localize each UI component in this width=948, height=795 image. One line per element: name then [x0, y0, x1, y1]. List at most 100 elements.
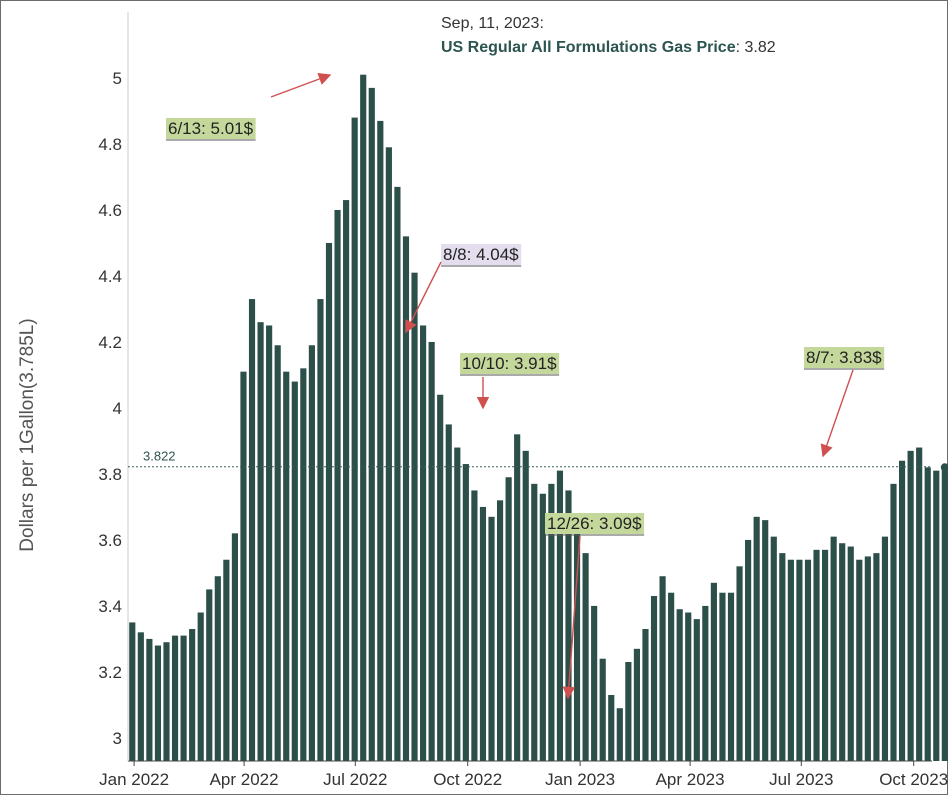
bar	[171, 635, 179, 761]
y-axis-label: Dollars per 1Gallon(3.785L)	[17, 318, 38, 551]
reference-line-group: 3.822	[128, 449, 932, 468]
annotation-arrow	[405, 261, 442, 334]
annotation: 12/26: 3.09$	[545, 513, 645, 700]
bar	[890, 483, 897, 761]
bar	[924, 467, 931, 761]
y-tick-label: 3.2	[98, 663, 122, 682]
annotation-background	[804, 347, 885, 368]
bar	[864, 556, 871, 761]
y-tick-label: 5	[113, 69, 122, 88]
bar	[719, 592, 726, 761]
bar	[941, 467, 948, 761]
bar	[248, 299, 256, 761]
annotation: 8/8: 4.04$	[405, 244, 522, 334]
bar	[804, 559, 812, 761]
x-ticks: Jan 2022 Apr 2022 Jul 2022 Oct 2022 Jan 2023…	[99, 761, 948, 789]
y-tick-label: 4	[113, 399, 122, 418]
annotation-label: 6/13: 5.01$	[168, 119, 254, 138]
bar	[702, 605, 709, 761]
bar	[779, 553, 786, 761]
bar	[437, 394, 444, 761]
bar	[573, 516, 581, 761]
annotations-layer: 6/13: 5.01$ 8/8: 4.04$ 10/10: 3.91$ 12/26: …	[166, 73, 885, 700]
bar	[428, 341, 435, 761]
bar	[822, 549, 829, 761]
bar	[402, 236, 410, 761]
bar	[334, 209, 341, 762]
bar	[907, 450, 914, 761]
bar	[343, 200, 350, 761]
y-ticks: 3 3.2 3.4 3.6 3.8 4 4.2 4.4 4.6 4.8 5	[98, 69, 122, 748]
bar	[642, 629, 649, 761]
bar	[189, 629, 196, 761]
bar	[274, 345, 281, 761]
bar	[933, 470, 940, 761]
bar	[257, 322, 264, 761]
bar	[522, 450, 529, 761]
bar	[505, 477, 512, 761]
bar	[368, 87, 375, 761]
bar	[881, 536, 889, 761]
bar	[787, 559, 794, 761]
bar	[813, 549, 820, 761]
bar	[676, 609, 683, 761]
bar	[916, 447, 923, 761]
bar	[736, 566, 743, 761]
bar	[325, 242, 333, 762]
bar	[300, 368, 307, 761]
x-tick-label: Jul 2023	[769, 770, 833, 789]
bar	[197, 612, 204, 761]
bar	[625, 662, 632, 761]
bars-layer	[129, 74, 948, 762]
y-tick-label: 3.4	[98, 597, 122, 616]
y-tick-label: 4.8	[98, 135, 122, 154]
x-tick-label: Oct 2022	[433, 770, 502, 789]
bar	[154, 645, 162, 761]
annotation-label: 8/8: 4.04$	[443, 245, 519, 264]
bar	[445, 424, 452, 761]
bar	[856, 559, 863, 761]
bar	[496, 500, 504, 761]
hover-point-marker	[940, 463, 948, 472]
y-tick-label: 3	[113, 729, 122, 748]
bar	[633, 648, 640, 761]
bar	[240, 371, 247, 761]
x-tick-label: Apr 2023	[656, 770, 725, 789]
bar	[411, 272, 418, 761]
bar	[745, 539, 752, 761]
y-tick-label: 4.4	[98, 267, 122, 286]
y-tick-label: 3.6	[98, 531, 122, 550]
y-tick-label: 4.2	[98, 333, 122, 352]
annotation-background	[460, 353, 560, 374]
bar	[351, 117, 358, 762]
tooltip-line: US Regular All Formulations Gas Price: 3…	[441, 39, 776, 56]
bar	[129, 622, 136, 761]
annotation-label: 8/7: 3.83$	[806, 348, 882, 367]
bar	[214, 576, 221, 761]
x-tick-label: Apr 2022	[210, 770, 279, 789]
bar	[317, 299, 324, 761]
bar	[727, 592, 735, 761]
x-tick-label: Jan 2023	[545, 770, 615, 789]
bar	[223, 559, 230, 761]
annotation-arrow	[270, 73, 332, 98]
bar	[582, 553, 589, 761]
bar	[462, 464, 469, 761]
tooltip-series-name: US Regular All Formulations Gas Price	[441, 39, 736, 56]
bar	[488, 516, 495, 761]
annotation-background	[441, 244, 522, 265]
annotation: 6/13: 5.01$	[166, 73, 332, 141]
bar	[146, 638, 153, 761]
bar	[616, 708, 623, 761]
bar	[753, 516, 760, 761]
bar	[591, 605, 598, 761]
bar	[659, 576, 666, 761]
bar	[796, 559, 803, 761]
bar	[668, 592, 675, 761]
bar	[839, 543, 846, 761]
x-tick-label: Jul 2022	[323, 770, 387, 789]
bar	[420, 325, 427, 761]
bar	[685, 612, 692, 761]
bar	[308, 345, 315, 761]
